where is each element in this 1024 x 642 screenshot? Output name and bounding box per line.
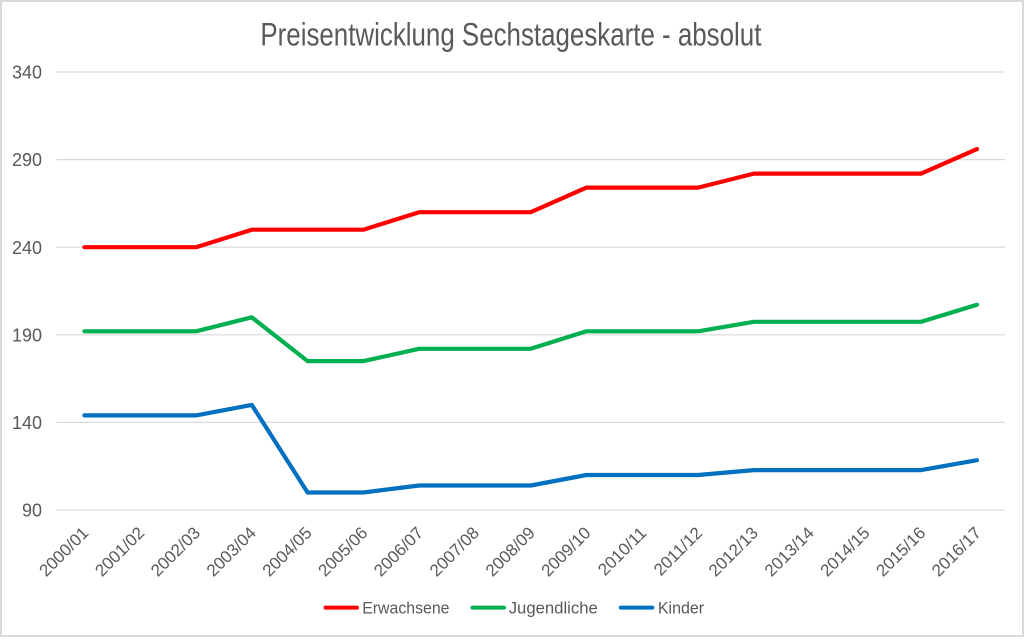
svg-text:240: 240 <box>12 238 42 258</box>
svg-text:140: 140 <box>12 413 42 433</box>
svg-text:Erwachsene: Erwachsene <box>362 598 449 617</box>
svg-text:340: 340 <box>12 63 42 83</box>
svg-text:290: 290 <box>12 150 42 170</box>
svg-text:Jugendliche: Jugendliche <box>509 598 598 617</box>
svg-text:190: 190 <box>12 325 42 345</box>
svg-text:Preisentwicklung Sechstageskar: Preisentwicklung Sechstageskarte - absol… <box>260 17 761 53</box>
svg-text:90: 90 <box>22 501 42 521</box>
svg-text:Kinder: Kinder <box>658 598 705 617</box>
